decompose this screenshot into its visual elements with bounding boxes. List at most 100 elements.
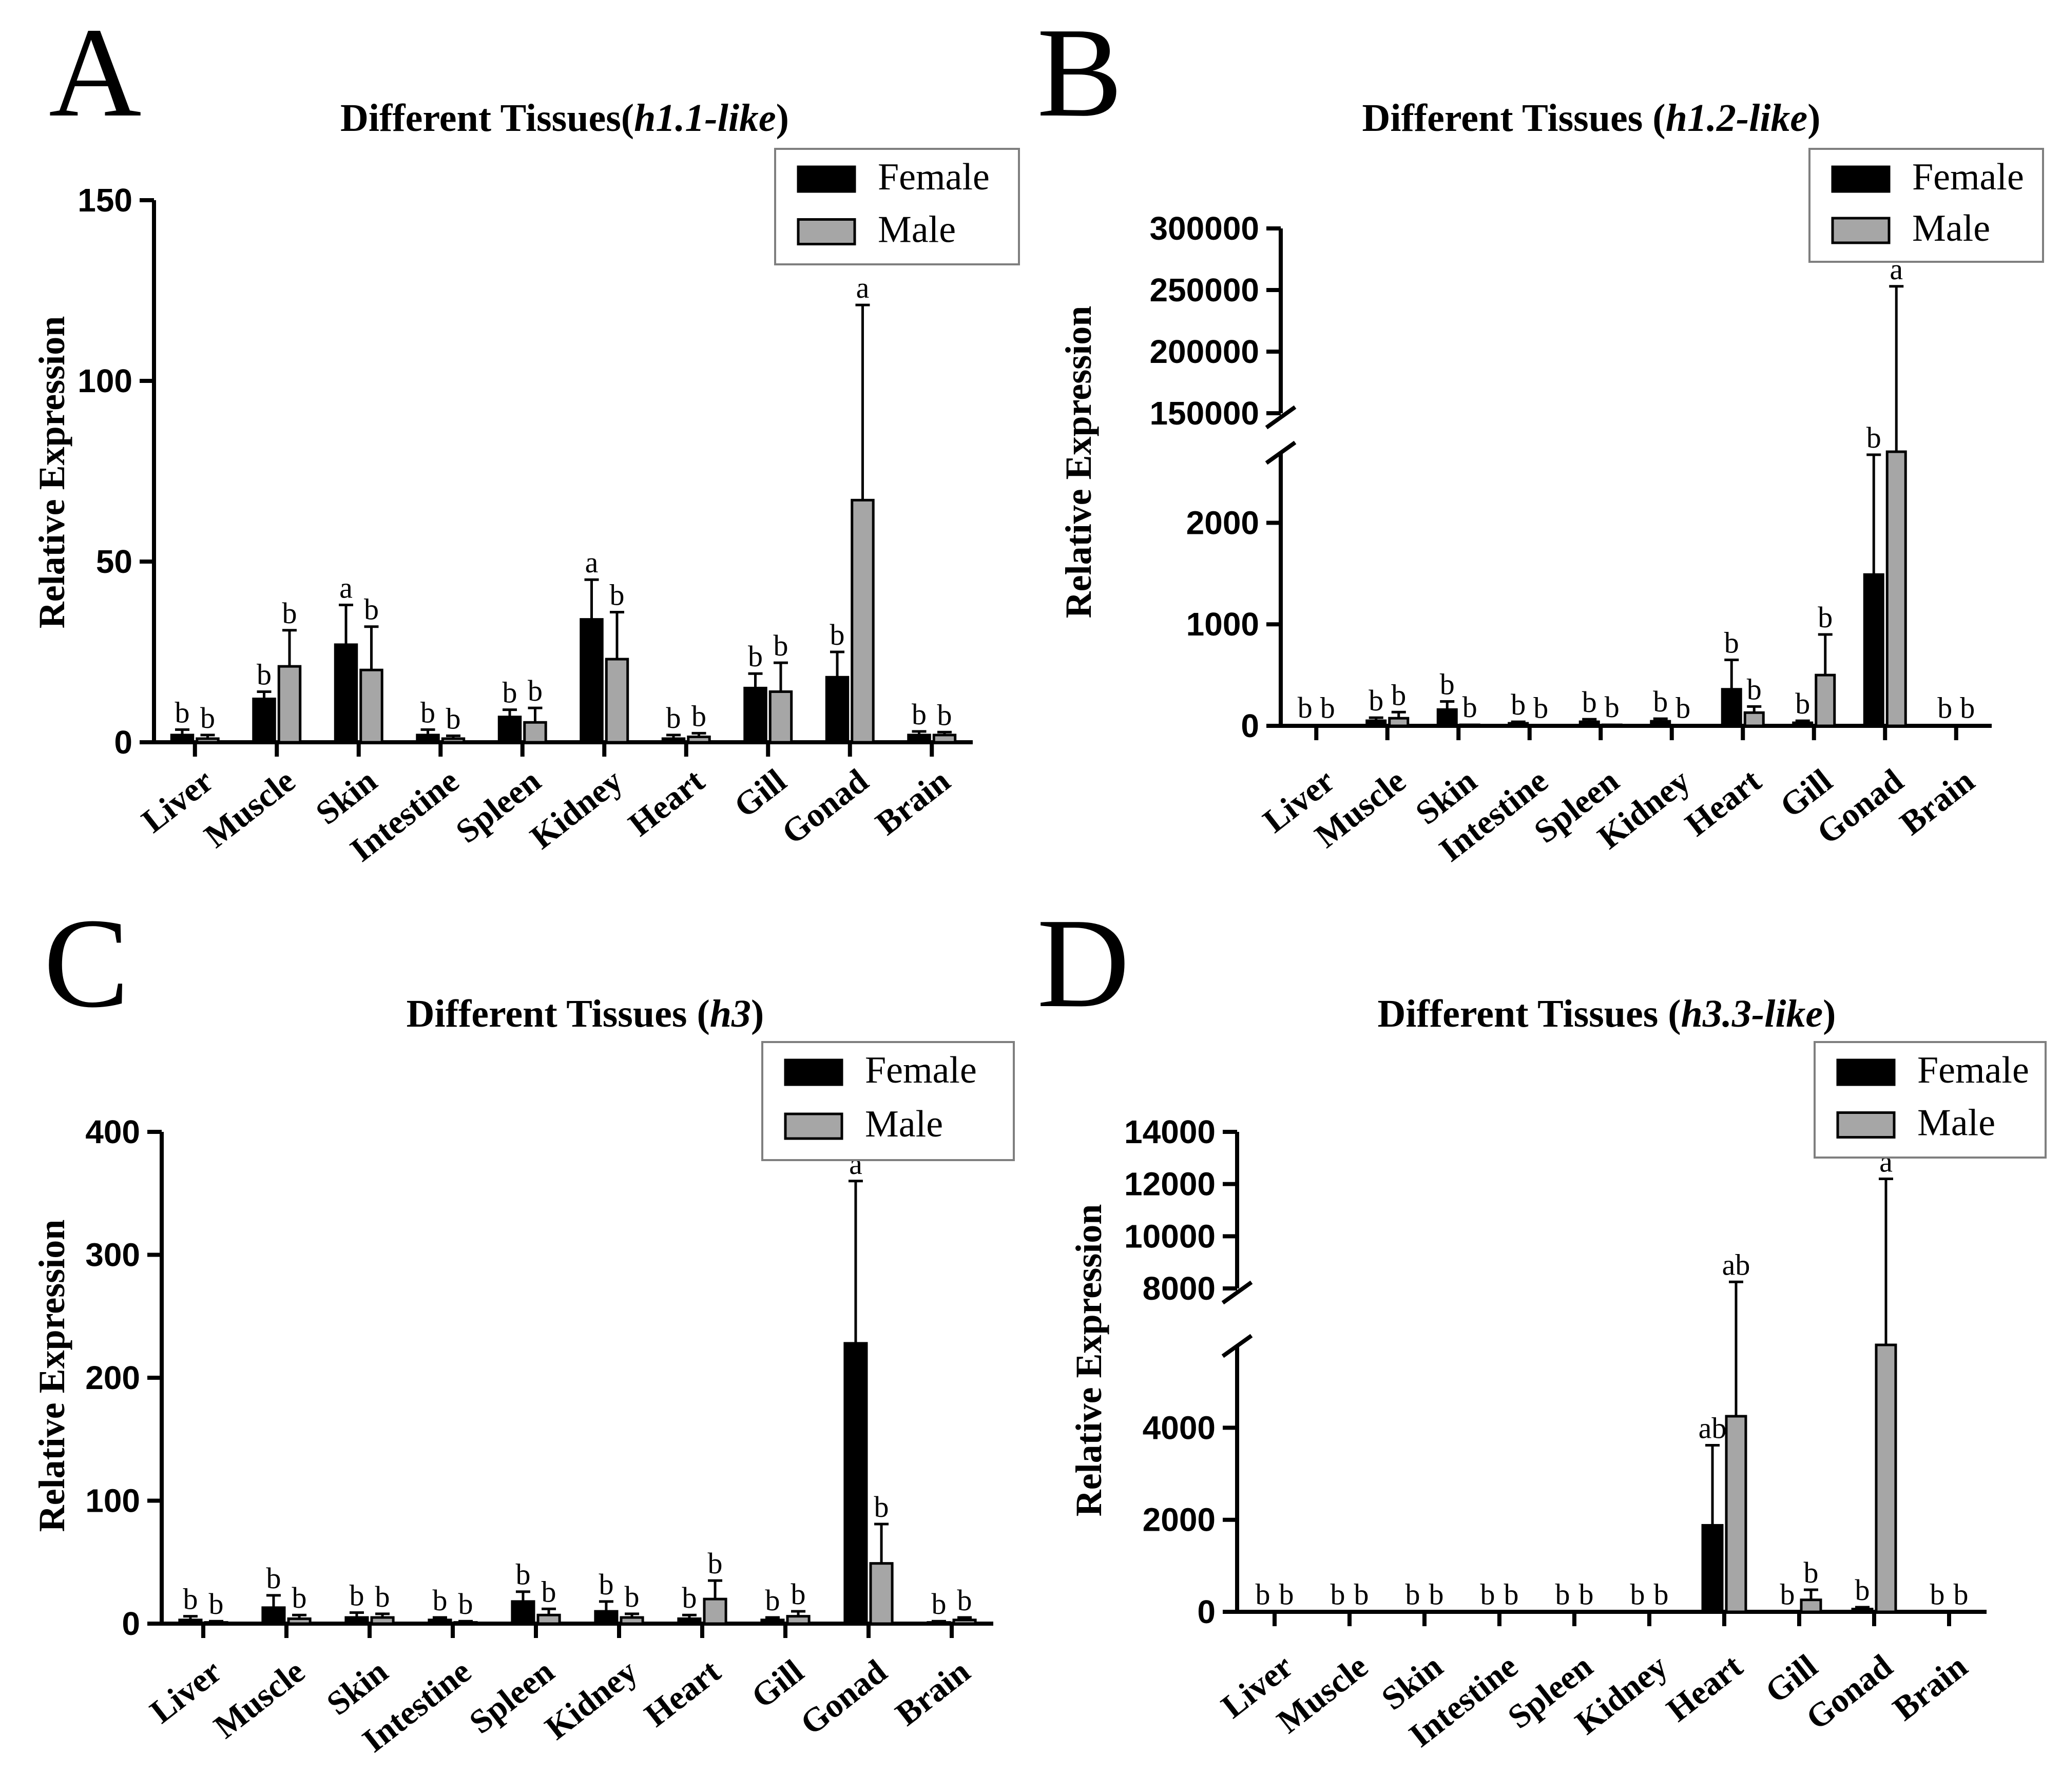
y-axis-upper-tick-label: 10000 [1124,1218,1216,1255]
significance-label: b [1675,691,1690,724]
legend-swatch-male [1831,217,1891,244]
significance-label: b [748,640,763,673]
significance-label: b [1480,1577,1495,1611]
y-axis-tick-label: 100 [85,1482,140,1519]
significance-label: b [266,1562,281,1595]
female-bar [1578,720,1600,727]
panel-label-b: B [1037,2,1123,144]
significance-label: b [874,1490,889,1524]
chart-title-b: Different Tissues (h1.2-like) [1362,97,1821,140]
plot-area-b: 0 1000 2000 150000 200000 250000 300000 Relativ… [1058,148,2044,869]
y-axis-tick-label: 100 [78,362,132,399]
significance-label: b [1795,687,1810,720]
significance-label: b [349,1578,364,1612]
significance-label: b [666,701,681,735]
panel-c: C Different Tissues (h3) 0 100 200 300 400 Re… [31,892,1015,1760]
significance-label: b [257,658,272,691]
male-bar [441,737,466,744]
significance-label: b [1724,626,1739,659]
legend-swatch-female [797,165,856,193]
category-label: Heart [1660,1647,1749,1729]
panel-b: B Different Tissues (h1.2-like) 0 1000 200… [1037,2,2044,869]
category-label: Heart [638,1652,727,1734]
significance-label: b [830,618,845,651]
y-axis-tick-label: 1000 [1186,606,1259,643]
female-bar [677,1617,702,1625]
y-axis-tick-label: 150 [78,182,132,219]
y-axis-tick-label: 2000 [1143,1501,1216,1538]
significance-label: b [432,1584,447,1617]
male-bar [196,737,220,744]
significance-label: b [912,698,927,731]
significance-label: b [1653,1577,1668,1611]
female-bar [416,734,440,744]
male-bar [1601,723,1623,727]
significance-label: b [183,1583,198,1616]
category-label: Heart [622,762,711,843]
female-bar [1365,719,1387,727]
category-label: Brain [889,1652,977,1733]
female-bar [1934,724,1956,727]
significance-label: b [515,1558,530,1591]
significance-label: b [708,1547,723,1580]
legend-label-male: Male [878,209,956,251]
significance-label: b [931,1587,946,1621]
male-bar [1317,724,1338,727]
female-bar [1436,708,1458,727]
significance-label: b [528,674,543,707]
significance-label: b [1331,1577,1345,1611]
significance-label: b [375,1580,390,1613]
male-bar [204,1621,228,1625]
legend-label-male: Male [865,1103,943,1145]
significance-label: b [1256,1577,1270,1611]
male-bar [1957,724,1978,727]
significance-label: ab [1722,1248,1750,1281]
significance-label: b [1605,690,1620,724]
significance-label: b [1511,688,1526,721]
significance-label: b [1298,691,1313,724]
female-bar [1508,722,1529,727]
significance-label: b [1937,691,1952,724]
female-bar [261,1606,286,1625]
y-axis-upper-tick-label: 12000 [1124,1166,1216,1203]
significance-label: b [282,596,297,630]
female-bar [927,1621,951,1625]
male-bar [1725,1415,1747,1613]
male-bar [287,1617,312,1625]
significance-label: b [1747,672,1762,706]
significance-label: b [691,699,706,733]
y-axis-tick-label: 4000 [1143,1409,1216,1446]
y-axis-tick-label: 200 [85,1359,140,1396]
significance-label: b [1960,691,1975,724]
significance-label: b [765,1584,780,1617]
male-bar [932,734,957,744]
y-axis-tick-label: 0 [122,1605,140,1642]
female-bar [907,734,931,744]
female-bar [743,686,767,744]
male-bar [786,1615,811,1625]
legend-swatch-male [1836,1111,1896,1139]
female-bar [334,643,358,744]
female-bar [1701,1524,1724,1613]
plot-area-d: 0 2000 4000 8000 10000 12000 14000 Relative Exp… [1068,1041,2047,1755]
female-bar [1721,688,1742,727]
significance-label: b [1953,1577,1968,1611]
male-bar [1530,724,1552,727]
significance-label: b [175,696,190,729]
legend-swatch-female [1831,165,1891,193]
category-label: Muscle [198,762,302,855]
y-axis-tick-label: 400 [85,1113,140,1150]
legend-label-female: Female [1912,156,2024,198]
y-axis-upper-tick-label: 14000 [1124,1113,1216,1150]
female-bar [1851,1608,1874,1613]
category-label: Brain [1886,1647,1974,1728]
significance-label: b [773,629,788,662]
significance-label: b [1930,1577,1945,1611]
category-label: Heart [1679,762,1768,843]
male-bar [453,1621,478,1625]
legend-label-female: Female [1917,1049,2029,1091]
female-bar [252,698,276,744]
male-bar [1815,673,1836,727]
y-axis-upper-tick-label: 150000 [1149,395,1259,432]
